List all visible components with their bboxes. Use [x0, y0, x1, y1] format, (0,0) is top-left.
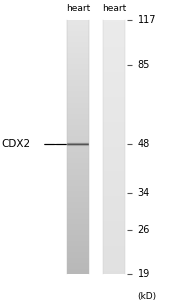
Text: 85: 85 — [138, 60, 150, 70]
Text: 34: 34 — [138, 188, 150, 197]
Text: 117: 117 — [138, 15, 156, 25]
Text: CDX2: CDX2 — [2, 140, 31, 149]
Text: 48: 48 — [138, 140, 150, 149]
Text: 19: 19 — [138, 269, 150, 279]
Text: (kD): (kD) — [138, 292, 157, 300]
Text: heart: heart — [102, 4, 126, 13]
Text: heart: heart — [66, 4, 90, 13]
Text: 26: 26 — [138, 225, 150, 235]
